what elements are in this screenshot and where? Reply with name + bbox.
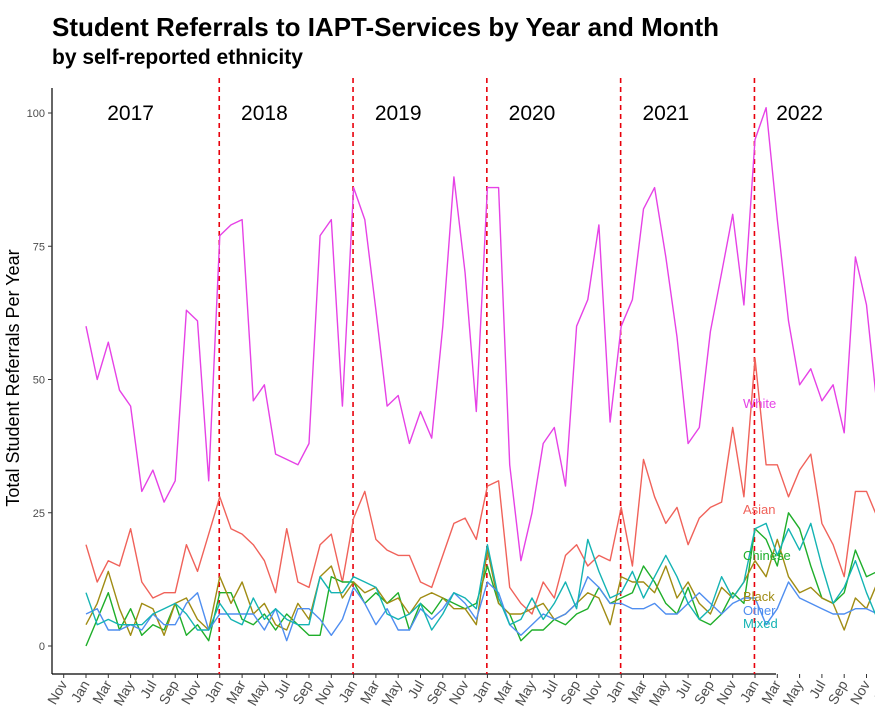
x-tick-label: Sep — [423, 677, 449, 707]
x-tick-label: Nov — [713, 678, 739, 708]
x-tick-label: Jul — [806, 678, 829, 702]
x-tick-label: Sep — [824, 677, 850, 707]
series-label-black: Black — [743, 589, 775, 604]
series-line-black — [85, 538, 875, 636]
x-tick-label: Jan — [870, 678, 875, 706]
x-tick-label: Jan — [201, 678, 226, 706]
x-tick-label: Nov — [445, 678, 471, 708]
series-label-white: White — [743, 396, 776, 411]
y-tick-label: 100 — [27, 108, 45, 120]
year-label: 2020 — [509, 102, 556, 125]
series-label-other: Other — [743, 603, 776, 618]
series-lines — [85, 106, 875, 647]
chart-subtitle: by self-reported ethnicity — [52, 46, 303, 69]
x-tick-label: May — [244, 678, 271, 709]
x-tick-label: Jan — [335, 678, 360, 706]
y-axis-label: Total Student Referrals Per Year — [3, 249, 23, 506]
x-tick-label: Jul — [270, 678, 293, 702]
x-tick-label: Jul — [404, 678, 427, 702]
x-tick-label: Sep — [557, 677, 583, 707]
x-tick-label: Jul — [538, 678, 561, 702]
year-label: 2018 — [241, 102, 288, 125]
year-label: 2021 — [642, 102, 689, 125]
y-tick-label: 50 — [33, 375, 45, 387]
series-line-mixed — [85, 522, 875, 631]
year-label: 2022 — [776, 102, 823, 125]
chart-title: Student Referrals to IAPT-Services by Ye… — [52, 12, 720, 42]
x-tick-label: Jan — [469, 678, 494, 706]
x-tick-label: Jan — [67, 678, 92, 706]
y-tick-label: 0 — [39, 641, 45, 653]
x-tick-label: Jul — [137, 678, 160, 702]
x-tick-label: Jan — [603, 678, 628, 706]
series-label-chinese: Chinese — [743, 548, 791, 563]
x-tick-label: Nov — [178, 678, 204, 708]
series-line-asian — [85, 357, 875, 615]
x-tick-label: Nov — [44, 678, 70, 708]
series-label-mixed: Mixed — [743, 616, 778, 631]
series-line-white — [85, 106, 875, 562]
x-tick-label: Sep — [289, 677, 315, 707]
series-line-other — [85, 576, 875, 642]
x-tick-label: May — [378, 678, 405, 709]
x-tick-label: Nov — [312, 678, 338, 708]
x-tick-label: May — [645, 678, 672, 709]
year-label: 2019 — [375, 102, 422, 125]
series-label-asian: Asian — [743, 502, 776, 517]
x-tick-label: Jul — [672, 678, 695, 702]
x-tick-label: Nov — [847, 678, 873, 708]
x-tick-label: May — [779, 678, 806, 709]
x-tick-label: May — [512, 678, 539, 709]
x-tick-label: May — [110, 678, 137, 709]
year-boundary-lines — [218, 78, 756, 674]
year-label: 2017 — [107, 102, 154, 125]
y-tick-label: 25 — [33, 508, 45, 520]
y-tick-label: 75 — [33, 241, 45, 253]
x-tick-label: Sep — [691, 677, 717, 707]
x-tick-label: Sep — [155, 677, 181, 707]
x-tick-label: Jan — [736, 678, 761, 706]
x-tick-label: Nov — [579, 678, 605, 708]
year-labels: 2017 2018 2019 2020 2021 2022 — [107, 102, 823, 125]
